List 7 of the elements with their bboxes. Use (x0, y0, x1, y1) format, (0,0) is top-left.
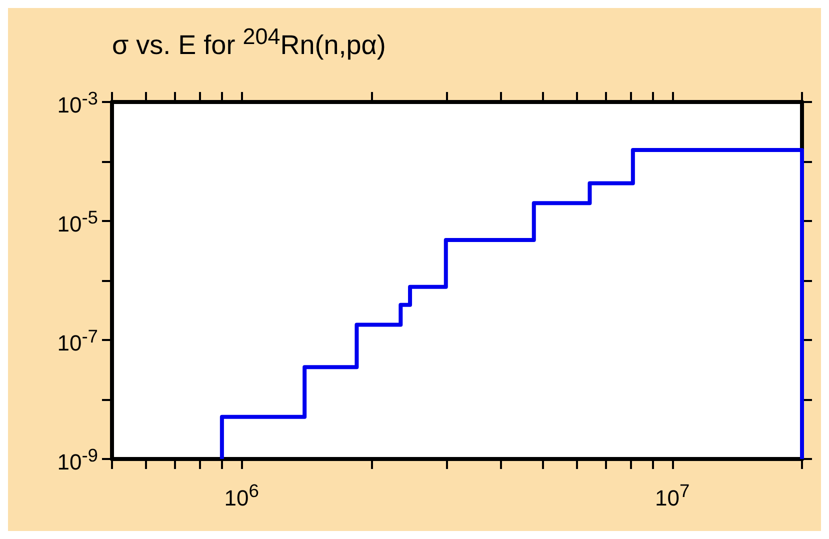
x-tick-label: 10$^{7}$ (655, 479, 690, 512)
y-tick-label: 10$^{-9}$ (57, 443, 98, 476)
y-tick-label: 10$^{-3}$ (57, 86, 98, 119)
x-tick-label: 10$^{6}$ (224, 479, 259, 512)
y-tick-label: 10$^{-5}$ (57, 205, 98, 238)
y-tick-label: 10$^{-7}$ (57, 324, 98, 357)
chart-title: σ vs. E for $^{204}$Rn(n,pα) (112, 23, 386, 62)
